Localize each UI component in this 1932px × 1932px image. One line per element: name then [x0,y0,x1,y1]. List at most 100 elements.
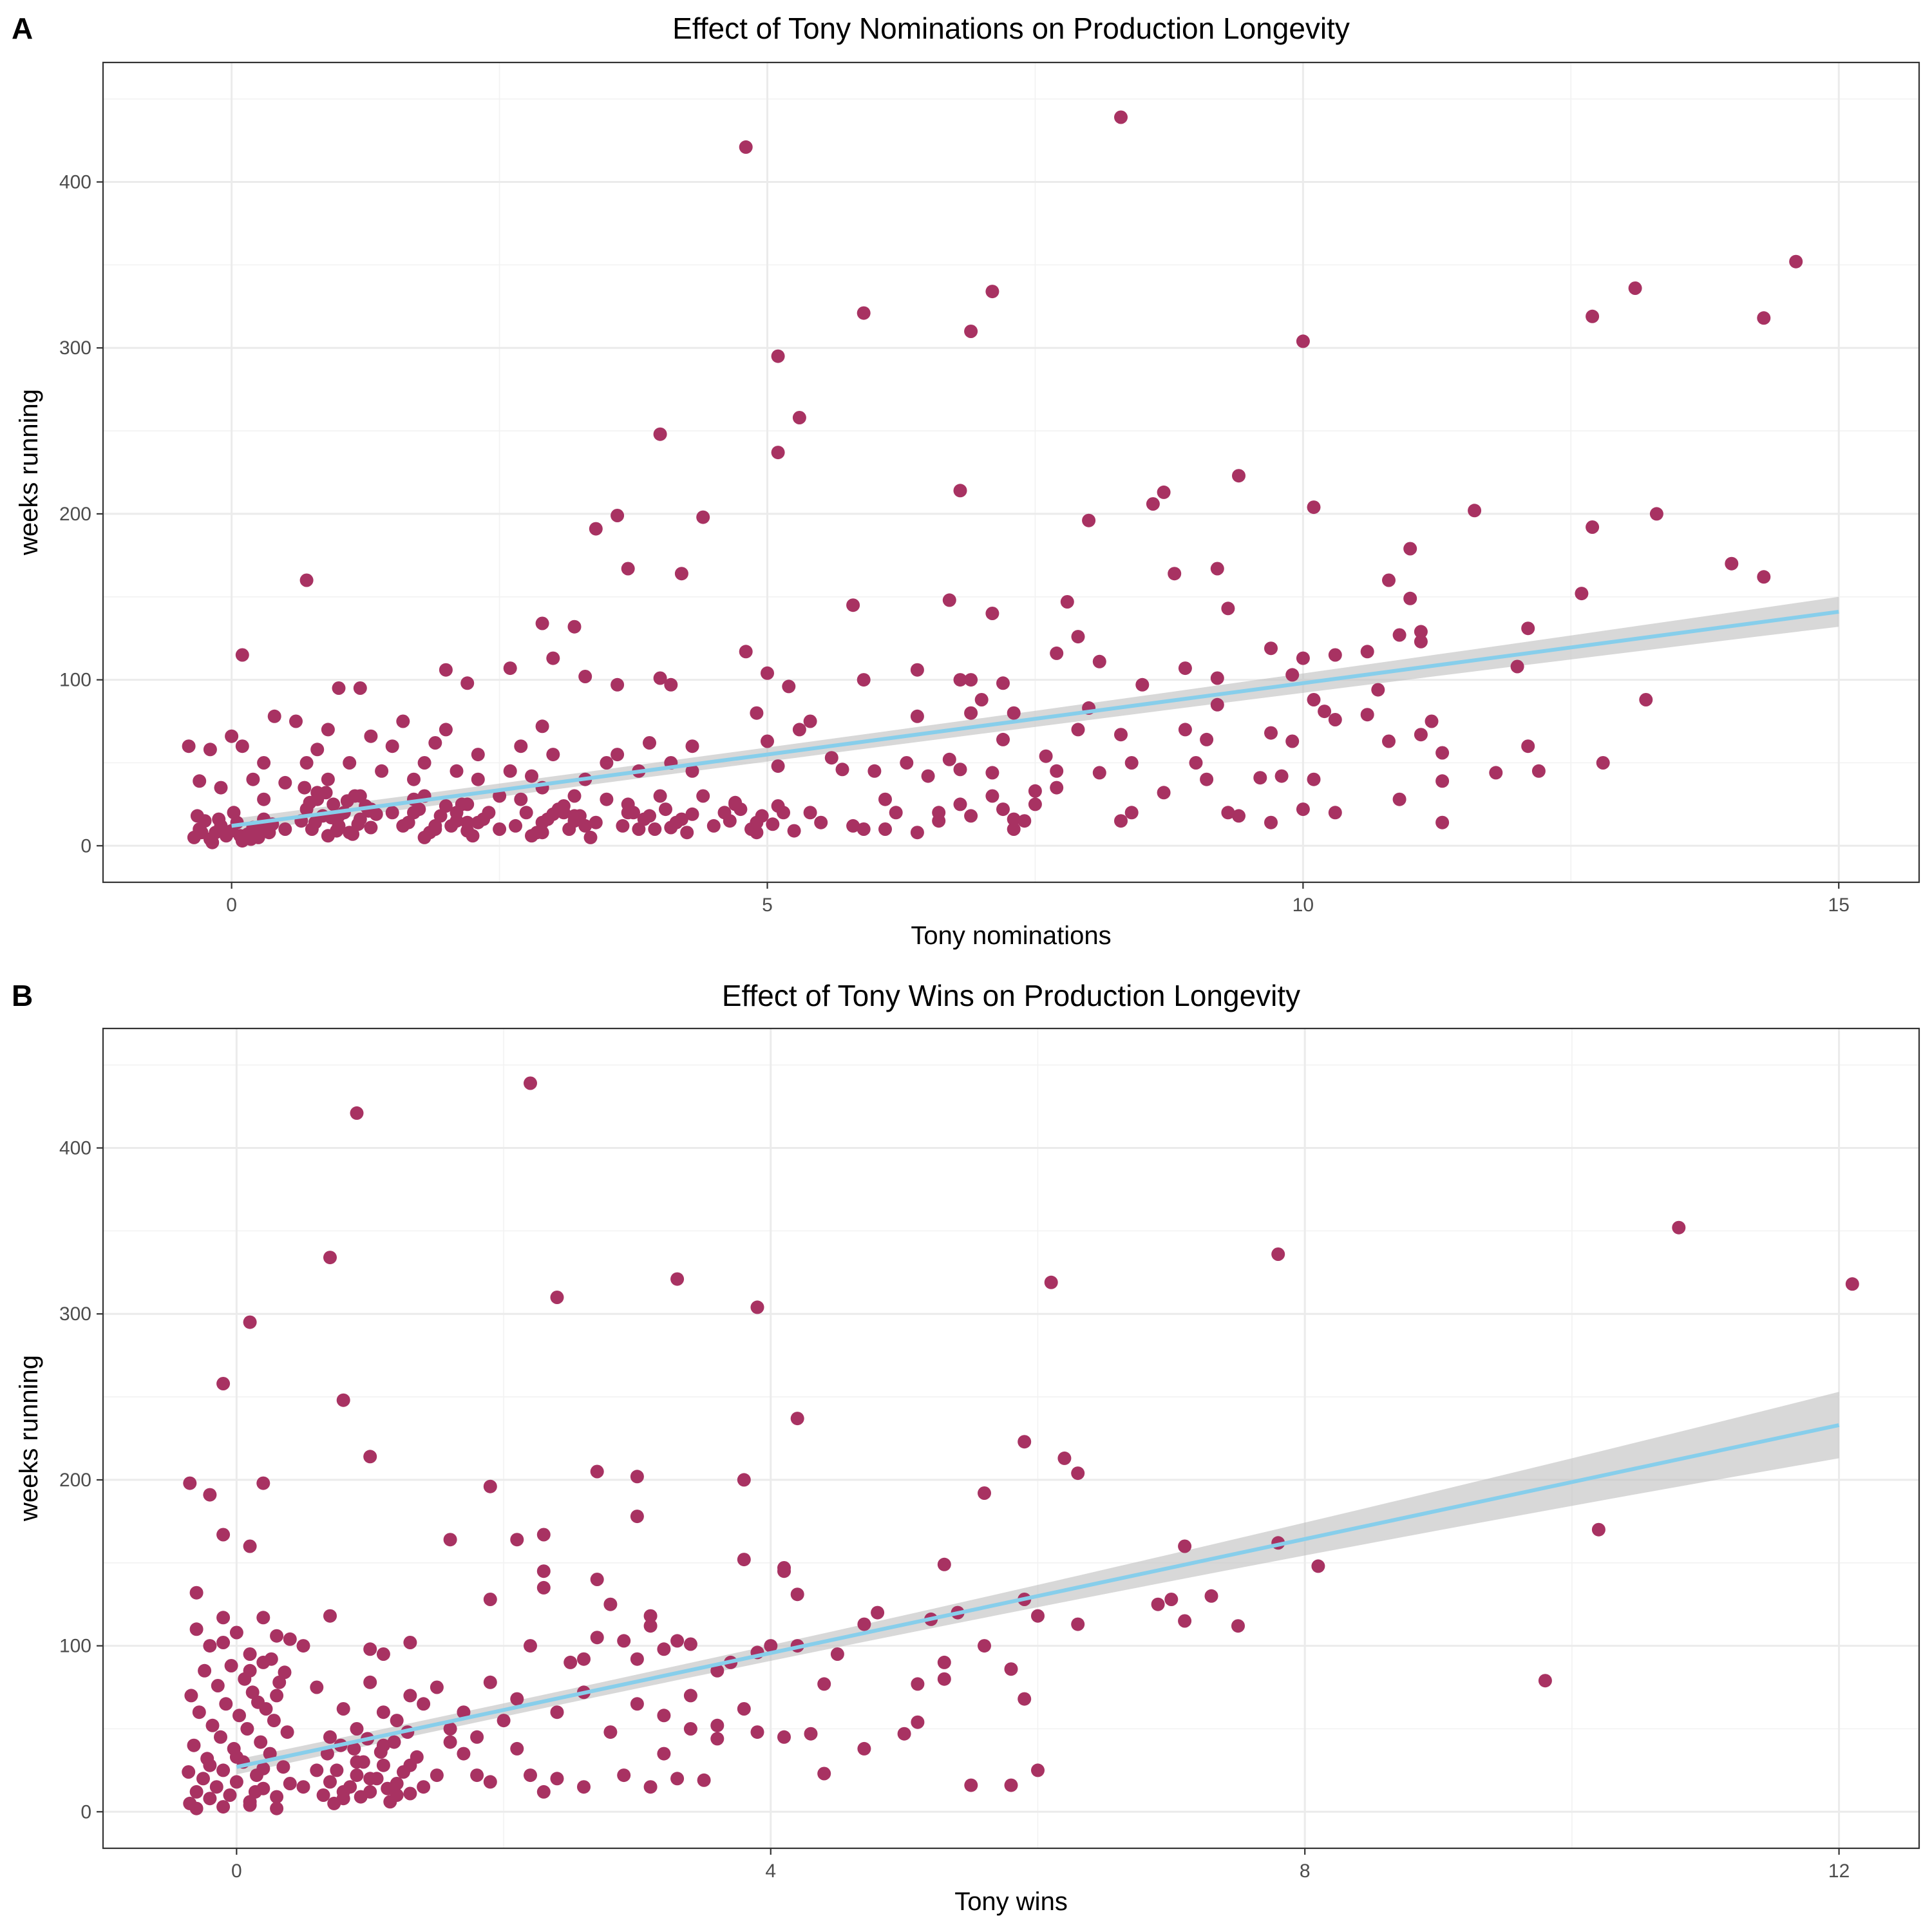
data-point [243,1539,257,1553]
data-point [251,1695,265,1709]
data-point [193,774,207,788]
data-point [985,789,999,803]
data-point [272,1675,287,1689]
data-point [1039,749,1053,763]
data-point [227,806,241,820]
data-point [567,814,582,828]
data-point [299,573,314,587]
data-point [996,802,1010,817]
data-point [697,1773,711,1787]
data-point [790,1587,804,1602]
data-point [1360,645,1374,659]
y-tick-label: 200 [59,1470,91,1491]
data-point [1146,497,1160,511]
data-point [450,764,464,778]
data-point [216,1611,231,1625]
data-point [643,736,656,750]
data-point [1403,542,1417,556]
data-point [696,789,710,803]
data-point [603,1725,618,1739]
data-point [1082,513,1096,527]
data-point [617,1768,631,1783]
data-point [657,1642,671,1656]
data-point [270,1629,284,1643]
data-point [510,1741,524,1756]
data-point [910,709,924,723]
data-point [648,822,662,836]
data-point [771,349,785,363]
data-point [550,1291,564,1304]
panel-tag-b: B [12,979,33,1012]
plot-background-b [103,1028,1919,1848]
data-point [1092,766,1106,780]
data-point [1575,587,1589,601]
grid-b [103,1028,1919,1848]
data-point [460,676,475,690]
data-point [256,1476,270,1490]
y-tick-label: 0 [80,1801,91,1823]
data-point [267,709,281,723]
data-point [685,739,699,753]
data-point [289,714,303,728]
data-point [235,648,249,662]
data-point [428,736,442,750]
data-point [878,822,892,836]
data-point [205,835,220,849]
data-point [320,1747,334,1761]
data-point [1274,769,1289,783]
data-point [443,1722,457,1736]
data-point [278,822,292,836]
data-point [354,1790,368,1804]
data-point [375,764,389,778]
data-point [332,681,346,695]
data-point [550,1705,564,1719]
data-point [889,806,903,820]
data-point [817,1766,831,1781]
data-point [616,819,630,833]
data-point [1060,595,1074,609]
confidence-band-b [236,1392,1839,1775]
data-point [319,786,333,800]
x-tick-label: 12 [1828,1861,1850,1882]
data-point [1018,1692,1032,1706]
data-point [1285,734,1300,748]
data-point [603,1597,618,1611]
data-point [556,799,571,813]
data-point [546,748,560,762]
data-point [1586,309,1600,323]
data-point [857,822,871,836]
data-point [964,325,978,338]
data-point [401,815,415,829]
data-point [857,673,871,687]
data-point [1285,668,1300,682]
data-point [397,1765,410,1779]
data-point [216,1377,231,1390]
data-point [403,1786,417,1801]
data-point [1538,1674,1552,1688]
data-point [183,1476,197,1490]
data-point [347,1741,361,1756]
data-point [364,729,378,743]
data-point [1296,802,1310,817]
data-point [443,1735,457,1749]
data-point [278,1665,292,1680]
x-tick-label: 8 [1300,1861,1311,1882]
data-point [296,1639,310,1653]
x-tick-label: 0 [231,1861,242,1882]
data-point [430,1680,444,1694]
data-point [978,1486,991,1500]
data-point [611,509,625,522]
data-point [256,1611,270,1625]
data-point [1232,469,1245,483]
data-point [536,1580,551,1595]
data-point [323,1775,337,1789]
data-point [953,673,967,687]
data-point [1157,485,1171,499]
x-tick-label: 15 [1828,895,1850,916]
data-point [1004,1662,1018,1676]
data-point [600,756,614,770]
data-point [1057,1451,1072,1465]
data-point [761,666,774,680]
data-point [964,1778,978,1792]
data-point [1028,784,1042,798]
